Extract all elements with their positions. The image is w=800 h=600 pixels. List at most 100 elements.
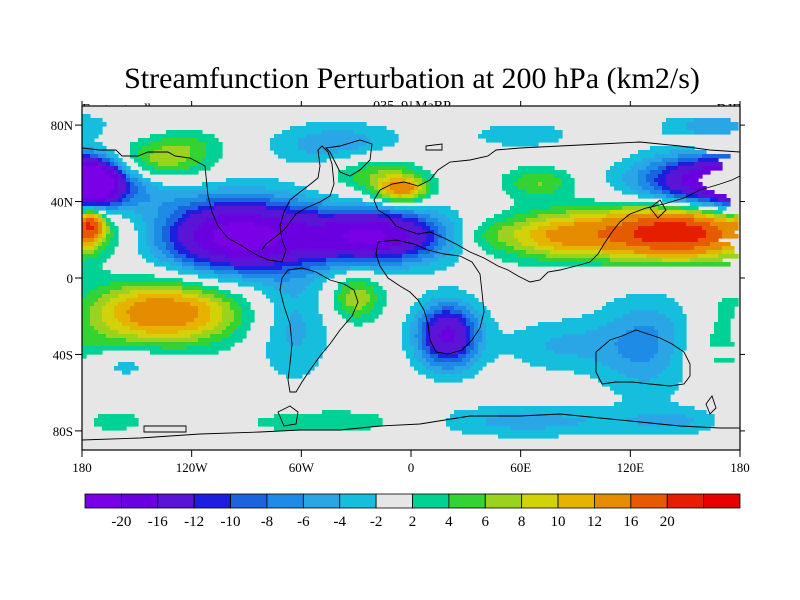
field-cell (390, 178, 407, 183)
field-cell (706, 234, 723, 239)
field-cell (618, 338, 659, 343)
field-cell (418, 186, 423, 191)
field-cell (82, 242, 95, 247)
field-cell (414, 186, 419, 191)
field-cell (162, 138, 199, 143)
field-cell (274, 262, 303, 267)
field-cell (270, 362, 319, 367)
field-cell (410, 322, 419, 327)
field-cell (414, 194, 419, 199)
field-cell (370, 178, 379, 183)
field-cell (406, 314, 415, 319)
field-cell (670, 362, 683, 367)
field-cell (334, 214, 379, 219)
field-cell (610, 386, 679, 391)
field-cell (650, 182, 659, 187)
field-cell (82, 302, 95, 307)
field-cell (114, 230, 119, 235)
field-cell (138, 178, 143, 183)
field-cell (446, 238, 455, 243)
field-cell (686, 198, 699, 203)
field-cell (658, 338, 675, 343)
field-cell (170, 250, 179, 255)
field-cell (114, 170, 119, 175)
field-cell (278, 238, 351, 243)
field-cell (314, 278, 327, 283)
field-cell (118, 166, 123, 171)
field-cell (602, 218, 639, 223)
field-cell (670, 170, 691, 175)
field-cell (434, 346, 463, 351)
field-cell (434, 234, 443, 239)
field-cell (306, 322, 323, 327)
field-cell (150, 142, 207, 147)
field-cell (466, 330, 471, 335)
field-cell (146, 222, 155, 227)
field-cell (126, 166, 131, 171)
field-cell (722, 202, 731, 207)
field-cell (106, 230, 111, 235)
field-cell (306, 150, 339, 155)
field-cell (334, 298, 339, 303)
field-cell (726, 218, 735, 223)
field-cell (130, 150, 139, 155)
field-cell (90, 314, 103, 319)
field-cell (538, 214, 571, 219)
field-cell (426, 358, 435, 363)
field-cell (106, 154, 111, 159)
field-cell (214, 230, 279, 235)
field-cell (402, 218, 419, 223)
field-cell (306, 134, 367, 139)
coastline-australia (595, 329, 691, 387)
field-cell (82, 182, 115, 187)
field-cell (466, 334, 471, 339)
colorbar-label: -12 (184, 514, 204, 530)
field-cell (438, 350, 459, 355)
field-cell (414, 354, 423, 359)
field-cell (478, 242, 491, 247)
field-cell (518, 262, 603, 267)
field-cell (126, 174, 131, 179)
field-cell (646, 254, 699, 259)
field-cell (638, 378, 651, 383)
field-cell (290, 342, 303, 347)
field-cell (298, 310, 319, 315)
field-cell (110, 226, 119, 231)
field-cell (518, 186, 559, 191)
field-cell (486, 418, 587, 423)
field-cell (198, 274, 219, 279)
field-cell (474, 354, 483, 359)
field-cell (434, 254, 447, 259)
field-cell (650, 358, 671, 363)
field-cell (198, 194, 275, 199)
field-cell (630, 166, 647, 171)
field-cell (494, 214, 515, 219)
field-cell (418, 310, 427, 315)
field-cell (150, 158, 187, 163)
field-cell (130, 198, 151, 203)
field-cell (82, 142, 103, 147)
field-cell (450, 326, 467, 331)
coastline-south-america (279, 267, 359, 393)
field-cell (454, 222, 463, 227)
field-cell (538, 242, 563, 247)
field-cell (490, 242, 507, 247)
field-cell (718, 314, 735, 319)
field-cell (418, 346, 423, 351)
field-cell (430, 214, 447, 219)
field-cell (98, 154, 107, 159)
field-cell (94, 226, 99, 231)
field-cell (98, 286, 123, 291)
field-cell (82, 214, 87, 219)
field-cell (106, 170, 115, 175)
field-cell (390, 194, 399, 199)
field-cell (562, 334, 623, 339)
colorbar-swatch (594, 493, 632, 509)
field-cell (226, 294, 243, 299)
field-cell (274, 310, 295, 315)
field-cell (562, 178, 575, 183)
field-cell (466, 362, 475, 367)
field-cell (462, 314, 467, 319)
field-cell (402, 322, 411, 327)
field-cell (302, 290, 319, 295)
